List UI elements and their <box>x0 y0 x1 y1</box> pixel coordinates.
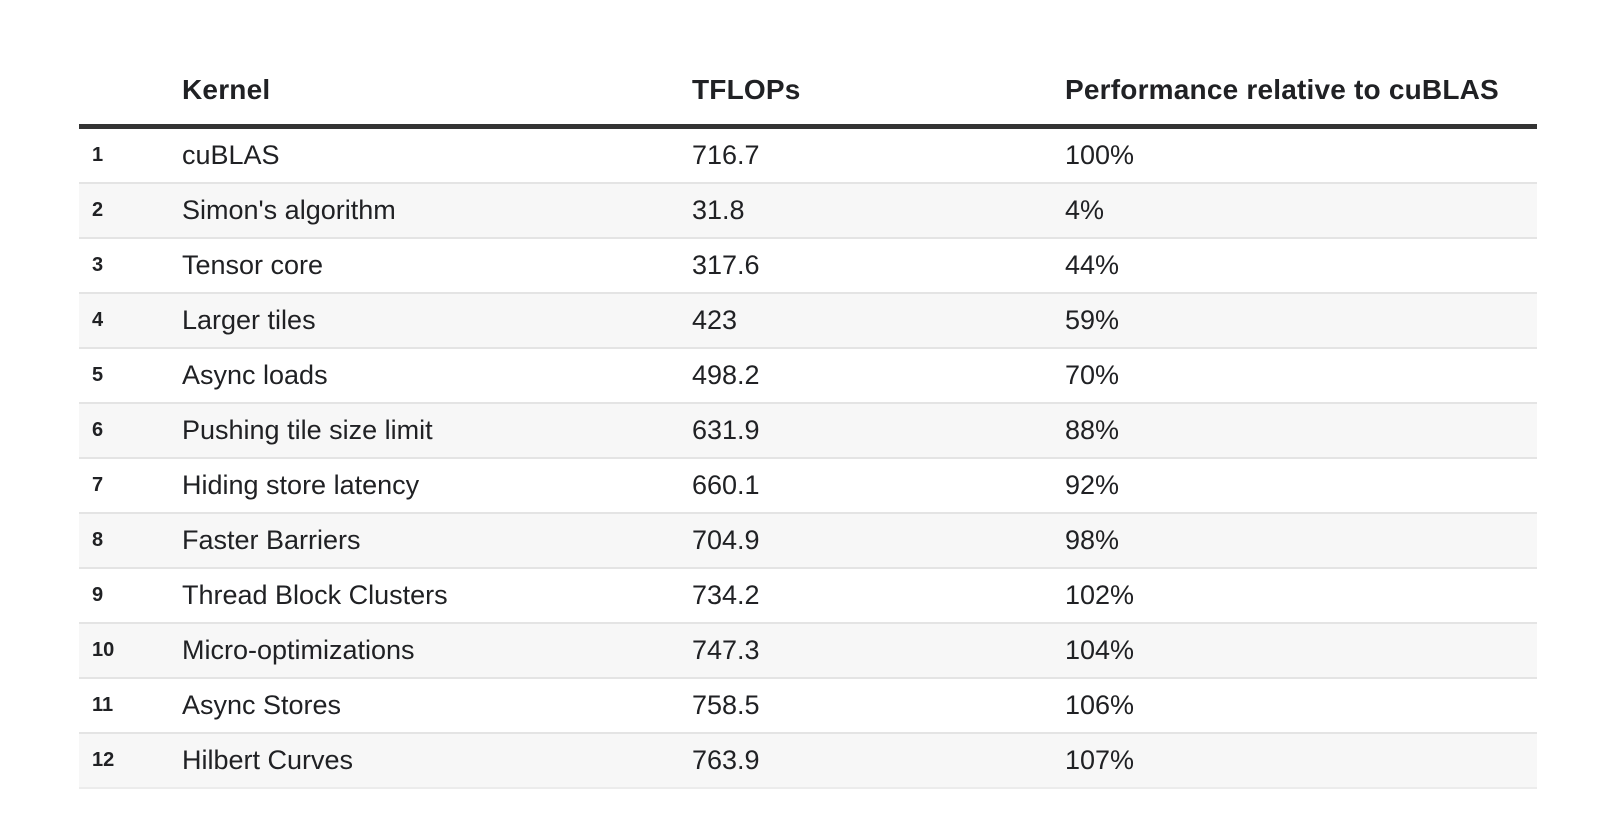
table-container: Kernel TFLOPs Performance relative to cu… <box>79 56 1537 789</box>
tflops-cell: 704.9 <box>692 512 1065 568</box>
performance-cell: 98% <box>1065 512 1537 568</box>
kernel-cell: Faster Barriers <box>182 512 692 568</box>
row-index: 9 <box>79 567 182 623</box>
performance-table: Kernel TFLOPs Performance relative to cu… <box>79 56 1537 789</box>
tflops-cell: 631.9 <box>692 402 1065 458</box>
tflops-cell: 763.9 <box>692 732 1065 789</box>
table-row: 6 Pushing tile size limit 631.9 88% <box>79 402 1537 458</box>
table-body: 1 cuBLAS 716.7 100% 2 Simon's algorithm … <box>79 127 1537 789</box>
row-index: 2 <box>79 182 182 238</box>
kernel-cell: Micro-optimizations <box>182 622 692 678</box>
row-index: 5 <box>79 347 182 403</box>
column-header-tflops: TFLOPs <box>692 56 1065 129</box>
kernel-cell: Tensor core <box>182 237 692 293</box>
row-index: 3 <box>79 237 182 293</box>
kernel-cell: Async Stores <box>182 677 692 733</box>
performance-cell: 100% <box>1065 140 1135 170</box>
kernel-cell: Pushing tile size limit <box>182 402 692 458</box>
performance-cell: 44% <box>1065 237 1537 293</box>
tflops-cell: 423 <box>692 292 1065 348</box>
kernel-cell: Simon's algorithm <box>182 182 692 238</box>
tflops-cell: 317.6 <box>692 237 1065 293</box>
row-index: 12 <box>79 732 182 789</box>
header-row: Kernel TFLOPs Performance relative to cu… <box>79 56 1537 129</box>
tflops-cell: 734.2 <box>692 567 1065 623</box>
performance-cell: 4% <box>1065 182 1537 238</box>
row-index: 8 <box>79 512 182 568</box>
tflops-cell: 660.1 <box>692 457 1065 513</box>
table-row: 8 Faster Barriers 704.9 98% <box>79 512 1537 568</box>
row-index: 4 <box>79 292 182 348</box>
kernel-cell: Thread Block Clusters <box>182 567 692 623</box>
performance-cell: 106% <box>1065 677 1537 733</box>
kernel-cell: Hilbert Curves <box>182 732 692 789</box>
table-row: 4 Larger tiles 423 59% <box>79 292 1537 348</box>
performance-cell: 107% <box>1065 732 1537 789</box>
table-row: 3 Tensor core 317.6 44% <box>79 237 1537 293</box>
table-row: 11 Async Stores 758.5 106% <box>79 677 1537 733</box>
kernel-cell: Larger tiles <box>182 292 692 348</box>
table-row: 10 Micro-optimizations 747.3 104% <box>79 622 1537 678</box>
tflops-cell: 498.2 <box>692 347 1065 403</box>
performance-cell: 70% <box>1065 347 1537 403</box>
performance-cell: 104% <box>1065 622 1537 678</box>
row-index: 10 <box>79 622 182 678</box>
row-index: 1 <box>92 144 104 166</box>
table-row: 7 Hiding store latency 660.1 92% <box>79 457 1537 513</box>
table-row: 2 Simon's algorithm 31.8 4% <box>79 182 1537 238</box>
table-row: 5 Async loads 498.2 70% <box>79 347 1537 403</box>
table-row: 1 cuBLAS 716.7 100% <box>79 127 1537 184</box>
performance-cell: 102% <box>1065 567 1537 623</box>
kernel-cell: Hiding store latency <box>182 457 692 513</box>
column-header-performance: Performance relative to cuBLAS <box>1065 56 1537 129</box>
column-header-kernel: Kernel <box>182 56 692 129</box>
tflops-cell: 747.3 <box>692 622 1065 678</box>
column-header-index <box>79 56 182 129</box>
performance-cell: 88% <box>1065 402 1537 458</box>
table-row: 9 Thread Block Clusters 734.2 102% <box>79 567 1537 623</box>
tflops-cell: 716.7 <box>692 140 760 170</box>
row-index: 6 <box>79 402 182 458</box>
tflops-cell: 758.5 <box>692 677 1065 733</box>
table-row: 12 Hilbert Curves 763.9 107% <box>79 732 1537 789</box>
kernel-cell: cuBLAS <box>182 140 280 170</box>
row-index: 7 <box>79 457 182 513</box>
kernel-cell: Async loads <box>182 347 692 403</box>
performance-cell: 92% <box>1065 457 1537 513</box>
tflops-cell: 31.8 <box>692 182 1065 238</box>
performance-cell: 59% <box>1065 292 1537 348</box>
table-header: Kernel TFLOPs Performance relative to cu… <box>79 56 1537 129</box>
row-index: 11 <box>79 677 182 733</box>
